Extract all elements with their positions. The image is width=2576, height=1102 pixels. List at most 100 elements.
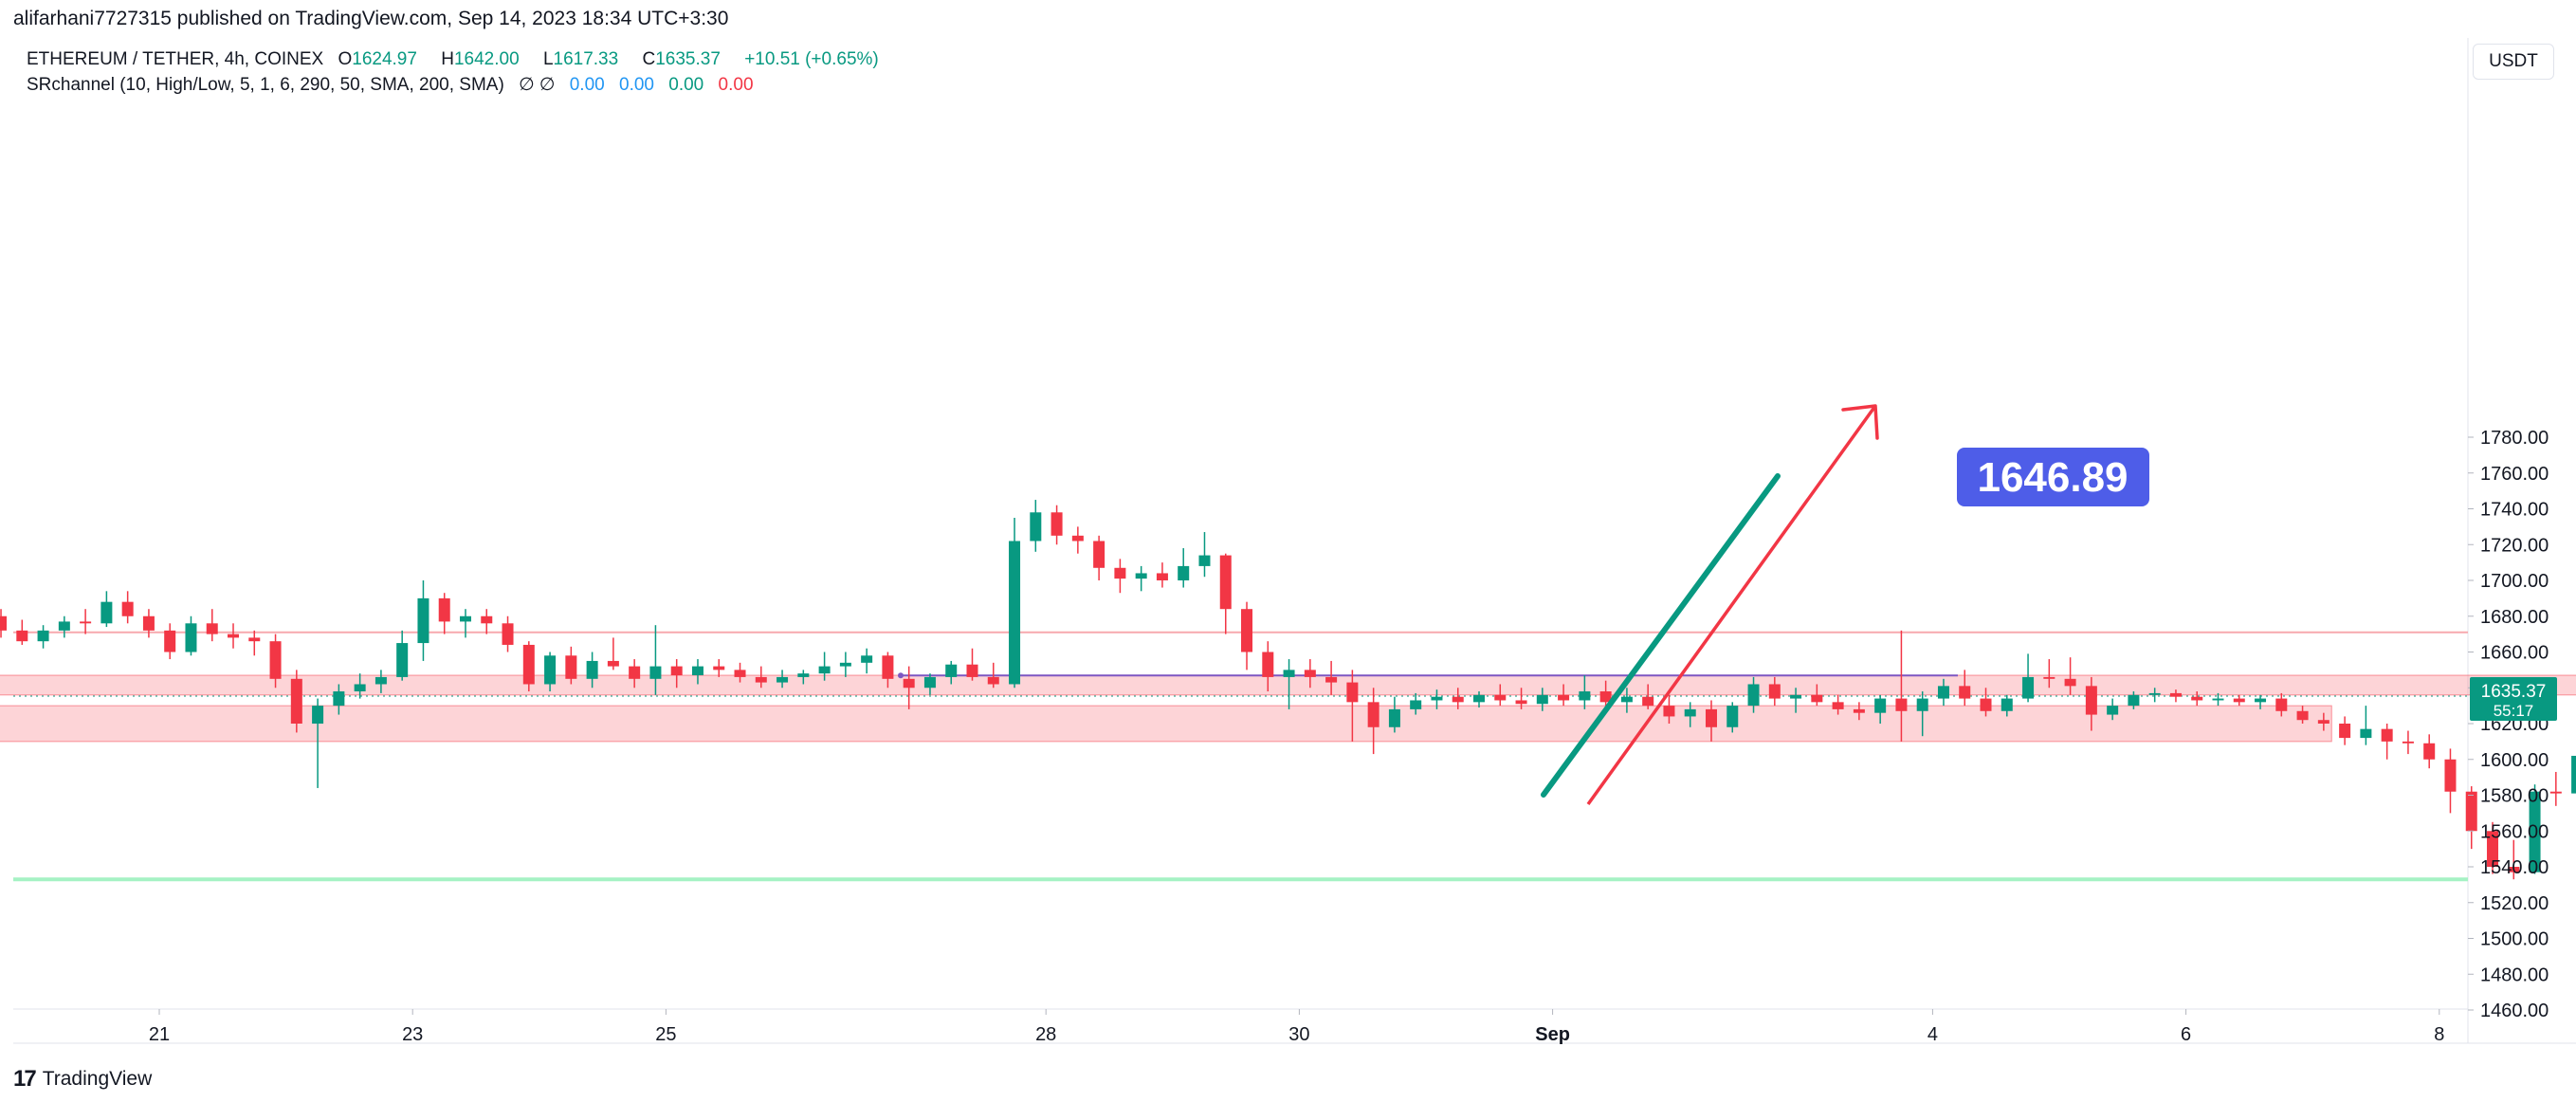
candle-63 — [1198, 532, 1211, 578]
candle-97 — [1916, 691, 1928, 737]
candle-body-73 — [1410, 700, 1422, 709]
candle-20 — [290, 670, 302, 733]
candle-100 — [1980, 688, 1992, 717]
candle-80 — [1558, 684, 1570, 707]
candle-body-26 — [417, 597, 429, 644]
candle-22 — [333, 684, 345, 715]
candle-49 — [903, 666, 915, 709]
candle-body-67 — [1283, 670, 1295, 677]
candle-69 — [1325, 660, 1338, 695]
candle-116 — [2317, 712, 2329, 731]
current-price-badge — [2470, 676, 2557, 721]
candle-98 — [1937, 678, 1949, 707]
sr-zone-0 — [0, 674, 2576, 696]
candle-128 — [2571, 755, 2576, 794]
candle-body-27 — [438, 597, 450, 622]
candle-29 — [481, 609, 493, 634]
brand-name: TradingView — [42, 1068, 153, 1090]
candle-121 — [2423, 734, 2436, 769]
symbol-name[interactable]: ETHEREUM / TETHER, 4h, COINEX — [27, 49, 324, 69]
candle-119 — [2381, 724, 2393, 760]
candle-30 — [502, 615, 514, 652]
candle-body-105 — [2085, 686, 2097, 715]
sr-zone-1 — [0, 705, 2332, 743]
y-tick-label-13: 1720.00 — [2480, 535, 2549, 556]
green-trendline — [1541, 473, 1781, 798]
candle-body-32 — [544, 655, 557, 685]
candle-body-110 — [2191, 696, 2203, 701]
candle-body-47 — [861, 655, 873, 663]
current-price-label: 1635.37 — [2481, 682, 2547, 702]
y-tick-label-2: 1500.00 — [2480, 929, 2549, 950]
x-tick-label-2: 25 — [655, 1024, 676, 1045]
candle-6 — [0, 609, 8, 638]
candle-body-96 — [1895, 698, 1908, 711]
candle-body-15 — [185, 623, 197, 652]
close-value: 1635.37 — [655, 49, 721, 69]
indicator-name[interactable]: SRchannel (10, High/Low, 5, 1, 6, 290, 5… — [27, 75, 504, 95]
x-tick-label-4: 30 — [1288, 1024, 1309, 1045]
candle-body-115 — [2296, 710, 2309, 721]
candle-body-25 — [396, 643, 409, 677]
candle-body-45 — [818, 666, 831, 674]
candle-113 — [2255, 694, 2267, 709]
candle-46 — [839, 652, 851, 677]
candle-101 — [2001, 694, 2013, 717]
candle-11 — [100, 591, 113, 628]
candle-94 — [1853, 702, 1865, 721]
candle-103 — [2043, 659, 2055, 689]
candle-body-124 — [2487, 831, 2499, 867]
candle-108 — [2148, 688, 2161, 703]
candle-body-119 — [2381, 728, 2393, 742]
candle-body-79 — [1536, 694, 1548, 705]
candle-115 — [2296, 706, 2309, 724]
candle-body-46 — [839, 662, 851, 667]
candle-19 — [269, 634, 282, 689]
candle-body-39 — [691, 666, 703, 676]
candles — [0, 500, 2576, 880]
low-label: L — [542, 49, 554, 69]
candle-78 — [1515, 688, 1527, 709]
candle-body-100 — [1980, 698, 1992, 711]
candle-body-34 — [586, 660, 598, 679]
currency-button[interactable]: USDT — [2473, 44, 2554, 80]
candle-body-37 — [649, 666, 662, 679]
candle-107 — [2128, 691, 2140, 709]
candle-body-128 — [2571, 755, 2576, 794]
candle-72 — [1388, 696, 1400, 733]
candle-body-72 — [1388, 708, 1400, 727]
y-tick-label-5: 1560.00 — [2480, 821, 2549, 842]
candle-17 — [228, 623, 240, 649]
candle-body-41 — [734, 670, 746, 677]
x-tick-label-3: 28 — [1035, 1024, 1056, 1045]
y-tick-label-12: 1700.00 — [2480, 571, 2549, 592]
candle-body-87 — [1705, 708, 1717, 727]
candle-106 — [2107, 698, 2119, 721]
high-label: H — [441, 49, 454, 69]
candle-body-9 — [58, 621, 70, 631]
candle-18 — [248, 630, 261, 656]
candle-93 — [1832, 694, 1844, 715]
candle-body-107 — [2128, 694, 2140, 707]
candle-body-52 — [966, 664, 978, 677]
candle-53 — [987, 662, 999, 689]
x-tick-label-0: 21 — [149, 1024, 170, 1045]
high-value: 1642.00 — [453, 49, 520, 69]
candle-7 — [16, 619, 28, 645]
candle-body-75 — [1452, 696, 1464, 703]
candle-71 — [1367, 688, 1379, 755]
published-info: alifarhani7727315 published on TradingVi… — [13, 8, 729, 29]
candle-62 — [1178, 548, 1190, 588]
y-tick-label-14: 1740.00 — [2480, 500, 2549, 521]
candle-body-23 — [354, 684, 366, 692]
y-tick-label-16: 1780.00 — [2480, 428, 2549, 449]
candle-23 — [354, 673, 366, 699]
candle-body-68 — [1304, 670, 1316, 677]
candle-114 — [2275, 692, 2288, 717]
y-tick-label-1: 1480.00 — [2480, 964, 2549, 985]
candle-13 — [142, 609, 155, 638]
price-axis: 1460.00 1480.00 1500.00 1520.00 1540.00 1560.… — [2468, 428, 2557, 1021]
candle-body-11 — [100, 601, 113, 624]
candle-40 — [713, 659, 725, 677]
